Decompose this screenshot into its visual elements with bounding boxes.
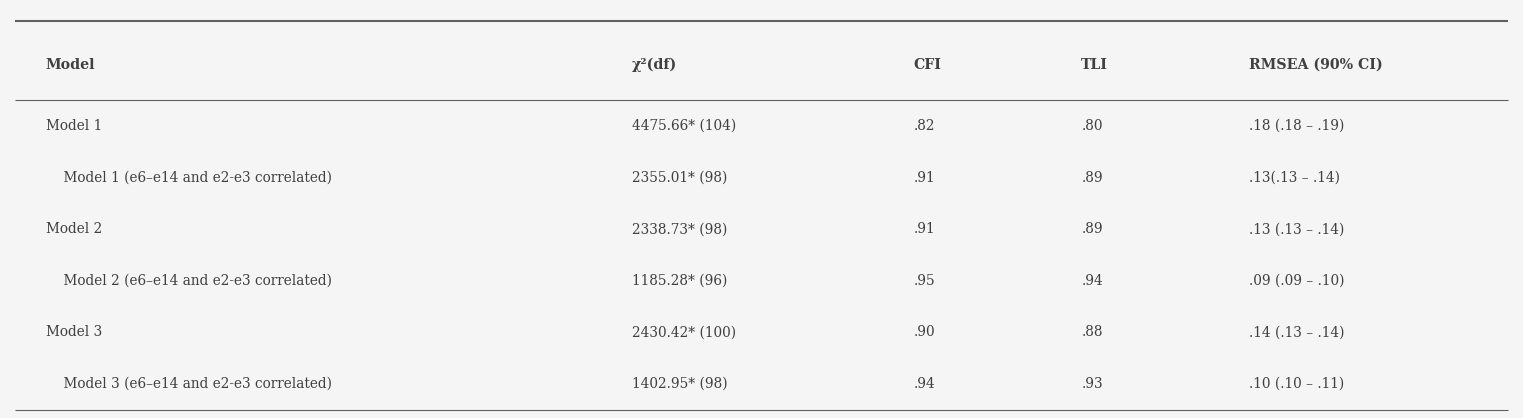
Text: 2338.73* (98): 2338.73* (98) [632, 222, 728, 236]
Text: Model 1 (e6–e14 and e2-e3 correlated): Model 1 (e6–e14 and e2-e3 correlated) [46, 171, 332, 185]
Text: .94: .94 [1081, 274, 1103, 288]
Text: .89: .89 [1081, 171, 1103, 185]
Text: .14 (.13 – .14): .14 (.13 – .14) [1249, 325, 1345, 339]
Text: Model 1: Model 1 [46, 119, 102, 133]
Text: RMSEA (90% CI): RMSEA (90% CI) [1249, 58, 1383, 72]
Text: Model 2 (e6–e14 and e2-e3 correlated): Model 2 (e6–e14 and e2-e3 correlated) [46, 274, 332, 288]
Text: 1185.28* (96): 1185.28* (96) [632, 274, 728, 288]
Text: Model 2: Model 2 [46, 222, 102, 236]
Text: .91: .91 [914, 222, 935, 236]
Text: .93: .93 [1081, 377, 1103, 391]
Text: 1402.95* (98): 1402.95* (98) [632, 377, 728, 391]
Text: CFI: CFI [914, 58, 941, 72]
Text: .18 (.18 – .19): .18 (.18 – .19) [1249, 119, 1345, 133]
Text: .80: .80 [1081, 119, 1103, 133]
Text: .90: .90 [914, 325, 935, 339]
Text: 2355.01* (98): 2355.01* (98) [632, 171, 728, 185]
Text: .82: .82 [914, 119, 935, 133]
Text: 4475.66* (104): 4475.66* (104) [632, 119, 736, 133]
Text: .91: .91 [914, 171, 935, 185]
Text: 2430.42* (100): 2430.42* (100) [632, 325, 736, 339]
Text: .88: .88 [1081, 325, 1103, 339]
Text: Model: Model [46, 58, 96, 72]
Text: χ²(df): χ²(df) [632, 58, 678, 72]
Text: .89: .89 [1081, 222, 1103, 236]
Text: TLI: TLI [1081, 58, 1109, 72]
Text: .09 (.09 – .10): .09 (.09 – .10) [1249, 274, 1345, 288]
Text: Model 3 (e6–e14 and e2-e3 correlated): Model 3 (e6–e14 and e2-e3 correlated) [46, 377, 332, 391]
Text: .13(.13 – .14): .13(.13 – .14) [1249, 171, 1340, 185]
Text: .13 (.13 – .14): .13 (.13 – .14) [1249, 222, 1345, 236]
Text: Model 3: Model 3 [46, 325, 102, 339]
Text: .94: .94 [914, 377, 935, 391]
Text: .95: .95 [914, 274, 935, 288]
Text: .10 (.10 – .11): .10 (.10 – .11) [1249, 377, 1345, 391]
